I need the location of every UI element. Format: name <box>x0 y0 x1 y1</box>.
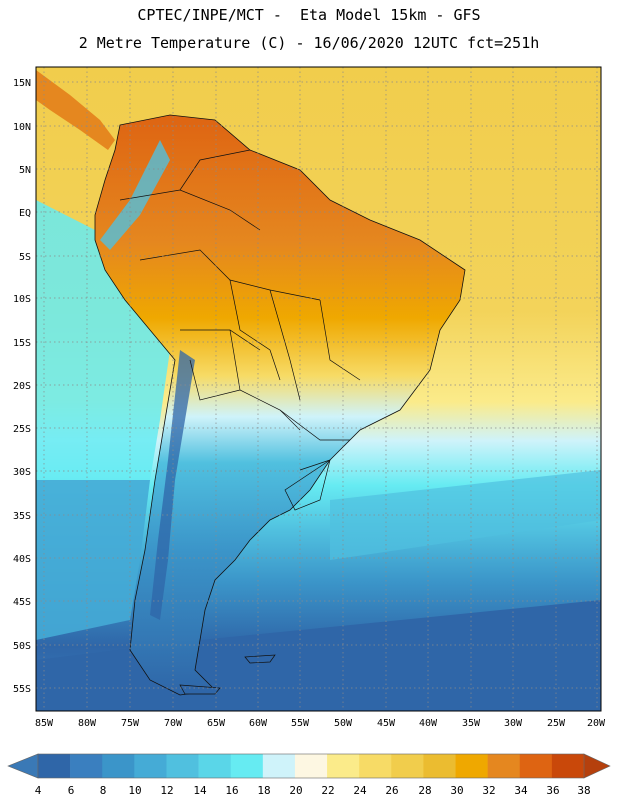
central-america-land <box>36 70 115 150</box>
lon-label: 40W <box>419 718 438 729</box>
map-subtitle: 2 Metre Temperature (C) - 16/06/2020 12U… <box>78 34 540 52</box>
colorbar-cell <box>519 754 553 778</box>
lat-label: 50S <box>13 641 31 652</box>
lon-label: 20W <box>587 718 606 729</box>
lat-label: 40S <box>13 554 31 565</box>
colorbar-cell <box>487 754 521 778</box>
colorbar-cell <box>391 754 424 778</box>
longitude-axis: 85W 80W 75W 70W 65W 60W 55W 50W 45W 40W … <box>35 718 606 729</box>
lon-label: 75W <box>121 718 140 729</box>
colorbar-cell <box>262 754 296 778</box>
falkland-islands <box>244 654 276 664</box>
lat-label: 55S <box>13 684 31 695</box>
map-title: CPTEC/INPE/MCT - Eta Model 15km - GFS <box>137 6 481 24</box>
lat-label: 5N <box>19 165 31 176</box>
colorbar-high-arrow <box>583 753 611 779</box>
south-america-land <box>94 114 466 696</box>
pacific-cold-band <box>36 480 150 640</box>
latitude-axis: 15N 10N 5N EQ 5S 10S 15S 20S 25S 30S 35S… <box>13 78 31 695</box>
colorbar-cell <box>166 754 199 778</box>
lat-label: 25S <box>13 424 31 435</box>
lon-label: 25W <box>547 718 566 729</box>
lat-label: 10N <box>13 122 31 133</box>
colorbar-label: 20 <box>289 784 302 797</box>
tierra-del-fuego <box>179 684 221 695</box>
lat-label: 20S <box>13 381 31 392</box>
lon-label: 35W <box>462 718 481 729</box>
colorbar-label: 14 <box>193 784 207 797</box>
lat-label: 10S <box>13 294 31 305</box>
colorbar-cell <box>38 754 71 778</box>
atlantic-cool-band <box>330 470 601 560</box>
lon-label: 85W <box>35 718 54 729</box>
colorbar-label: 24 <box>353 784 367 797</box>
andes-south <box>150 350 195 620</box>
colorbar-label: 6 <box>68 784 75 797</box>
lon-label: 50W <box>334 718 353 729</box>
country-borders <box>119 149 361 511</box>
colorbar-label: 22 <box>321 784 334 797</box>
lat-label: 45S <box>13 597 31 608</box>
colorbar-label: 34 <box>514 784 528 797</box>
colorbar-frame <box>37 753 585 779</box>
colorbar-labels: 4 6 8 10 12 14 16 18 20 22 24 26 28 30 3… <box>35 784 591 797</box>
lon-label: 45W <box>377 718 396 729</box>
colorbar-cell <box>134 754 167 778</box>
colorbar-cell <box>70 754 103 778</box>
map-layers <box>36 70 601 711</box>
lat-label: 5S <box>19 252 31 263</box>
lon-label: 55W <box>291 718 310 729</box>
colorbar-label: 10 <box>128 784 141 797</box>
colorbar-label: 32 <box>482 784 495 797</box>
colorbar-label: 4 <box>35 784 42 797</box>
lon-label: 65W <box>207 718 226 729</box>
lon-label: 60W <box>249 718 268 729</box>
lon-label: 70W <box>164 718 183 729</box>
colorbar-label: 30 <box>450 784 463 797</box>
lon-label: 80W <box>78 718 97 729</box>
colorbar: 4 6 8 10 12 14 16 18 20 22 24 26 28 30 3… <box>7 753 611 797</box>
colorbar-cell <box>551 754 585 778</box>
colorbar-label: 36 <box>546 784 559 797</box>
andes-north <box>100 120 170 250</box>
lat-label: 30S <box>13 467 31 478</box>
colorbar-label: 28 <box>418 784 431 797</box>
colorbar-cell <box>198 754 232 778</box>
graticule <box>36 67 601 711</box>
colorbar-low-arrow <box>7 753 39 779</box>
colorbar-cells <box>37 753 585 779</box>
colorbar-cell <box>423 754 456 778</box>
colorbar-cell <box>359 754 392 778</box>
colorbar-label: 16 <box>225 784 238 797</box>
lat-label: EQ <box>19 208 31 219</box>
colorbar-cell <box>230 754 264 778</box>
lat-label: 15S <box>13 338 31 349</box>
lat-label: 15N <box>13 78 31 89</box>
lon-label: 30W <box>504 718 523 729</box>
colorbar-label: 8 <box>100 784 107 797</box>
colorbar-label: 18 <box>257 784 270 797</box>
colorbar-cell <box>327 754 360 778</box>
pacific-cool-band <box>36 200 170 480</box>
colorbar-label: 26 <box>385 784 398 797</box>
lat-label: 35S <box>13 511 31 522</box>
colorbar-cell <box>102 754 135 778</box>
map-frame <box>35 66 602 712</box>
colorbar-label: 38 <box>577 784 590 797</box>
colorbar-label: 12 <box>160 784 173 797</box>
colorbar-cell <box>455 754 488 778</box>
colorbar-cell <box>294 754 328 778</box>
